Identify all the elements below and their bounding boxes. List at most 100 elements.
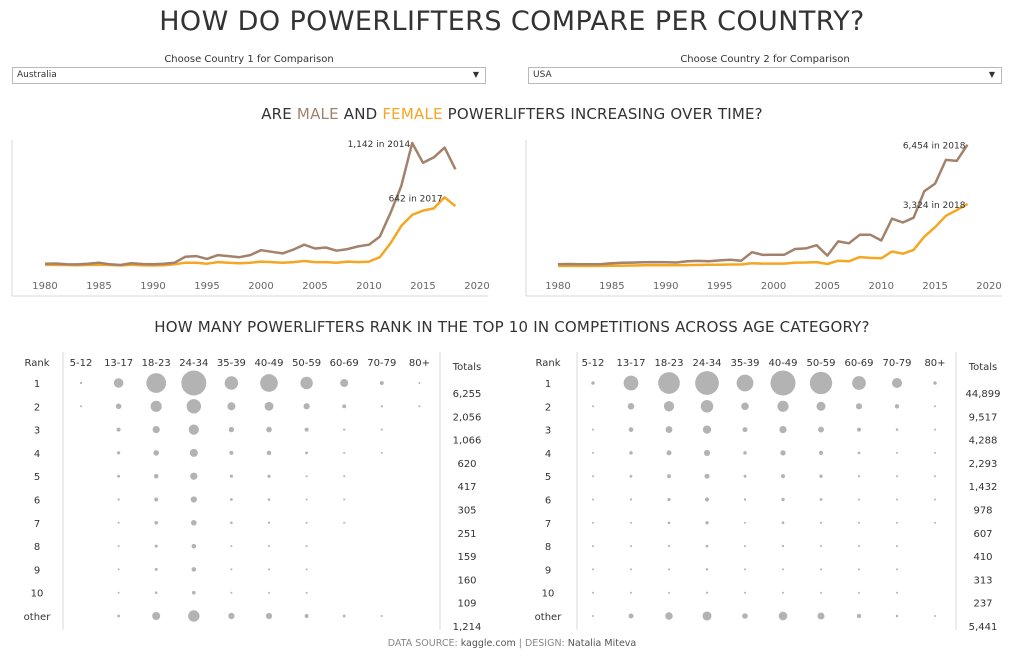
rank-label: 10 <box>542 589 555 600</box>
country1-filter-label: Choose Country 1 for Comparison <box>164 54 334 65</box>
age-column-header: 5-12 <box>70 358 93 369</box>
bubble <box>228 612 235 620</box>
bubble <box>896 545 898 548</box>
total-value: 410 <box>973 552 992 563</box>
chevron-down-icon: ▼ <box>472 70 479 79</box>
bubble <box>858 498 860 501</box>
bubble <box>781 521 785 525</box>
bubble <box>591 381 595 385</box>
bubble <box>856 613 862 619</box>
bubble <box>305 498 308 501</box>
rank-label: 2 <box>545 402 551 413</box>
bubble <box>782 568 784 571</box>
bubble <box>230 568 233 571</box>
bubble <box>780 474 786 479</box>
bubble <box>667 521 671 525</box>
rank-label: 7 <box>34 519 40 530</box>
x-tick-label: 2010 <box>356 281 381 292</box>
total-value: 305 <box>457 506 476 517</box>
bubble <box>896 568 898 571</box>
age-column-header: 70-79 <box>882 358 911 369</box>
rank-label: 3 <box>34 426 40 437</box>
bubble <box>819 474 823 478</box>
bubble <box>630 545 632 548</box>
bubble <box>154 567 158 571</box>
total-value: 251 <box>457 529 476 540</box>
bubble <box>153 473 159 479</box>
bubble <box>592 428 594 431</box>
bubble <box>115 403 122 410</box>
total-value: 109 <box>457 599 476 610</box>
bubble <box>379 381 384 385</box>
total-value: 1,214 <box>453 622 482 633</box>
bubble <box>779 425 787 434</box>
x-tick-label: 2005 <box>302 281 327 292</box>
bubble <box>190 496 197 503</box>
bubble <box>700 400 714 413</box>
bubble <box>592 521 594 524</box>
chevron-down-icon: ▼ <box>988 70 995 79</box>
bubble <box>741 402 749 411</box>
bubble <box>705 544 709 548</box>
bubble <box>305 591 308 594</box>
bubble <box>820 545 822 548</box>
bubble <box>342 404 347 409</box>
country2-dropdown[interactable]: USA ▼ <box>528 67 1002 84</box>
total-value: 313 <box>973 575 992 586</box>
x-tick-label: 2020 <box>976 281 1001 292</box>
bubble <box>781 497 785 502</box>
series-line-female <box>558 202 969 268</box>
age-column-header: 18-23 <box>654 358 683 369</box>
footer-source[interactable]: kaggle.com <box>460 638 516 649</box>
country1-dropdown[interactable]: Australia ▼ <box>12 67 486 84</box>
age-column-header: 70-79 <box>367 358 396 369</box>
rank-label: 2 <box>34 402 40 413</box>
total-value: 2,293 <box>969 459 998 470</box>
row-header: Rank <box>536 358 561 369</box>
bubble <box>267 474 271 478</box>
bubble <box>146 373 167 393</box>
bubble <box>186 399 202 414</box>
rank-label: 1 <box>34 379 40 390</box>
bubble <box>116 427 121 432</box>
bubble <box>736 374 754 392</box>
bubble <box>742 427 748 433</box>
age-column-header: 35-39 <box>217 358 246 369</box>
bubble <box>933 381 937 385</box>
bubble <box>857 475 861 478</box>
total-value: 2,056 <box>453 412 482 423</box>
bubble <box>192 590 196 595</box>
rank-label: 5 <box>545 472 551 483</box>
bubble <box>268 545 270 548</box>
age-column-header: 13-17 <box>616 358 645 369</box>
footer-designer: Natalia Miteva <box>567 638 637 649</box>
bubble <box>695 371 719 395</box>
age-column-header: 40-49 <box>254 358 283 369</box>
total-value: 607 <box>973 529 992 540</box>
bubble <box>305 475 308 478</box>
bubble <box>154 591 158 594</box>
bubble <box>630 591 632 594</box>
bubble <box>858 545 860 548</box>
bubble <box>230 521 233 525</box>
rank-label: 3 <box>545 426 551 437</box>
bubble <box>629 498 633 501</box>
total-value: 978 <box>973 506 992 517</box>
age-column-header: 13-17 <box>104 358 133 369</box>
bubble <box>230 591 233 594</box>
bubble <box>380 615 383 617</box>
bubble <box>150 400 162 412</box>
bubble <box>191 567 197 572</box>
bubble <box>188 610 200 622</box>
x-tick-label: 1980 <box>32 281 57 292</box>
bubble <box>154 497 159 502</box>
bubble <box>658 372 680 394</box>
bubble <box>191 543 197 549</box>
country2-filter-label: Choose Country 2 for Comparison <box>680 54 850 65</box>
bubble <box>744 545 746 548</box>
footer-separator: | DESIGN: <box>515 638 568 649</box>
bubble <box>705 521 709 525</box>
footer-credits: DATA SOURCE: kaggle.com | DESIGN: Natali… <box>0 638 1024 649</box>
bubble <box>705 591 709 594</box>
bubble <box>858 591 860 594</box>
